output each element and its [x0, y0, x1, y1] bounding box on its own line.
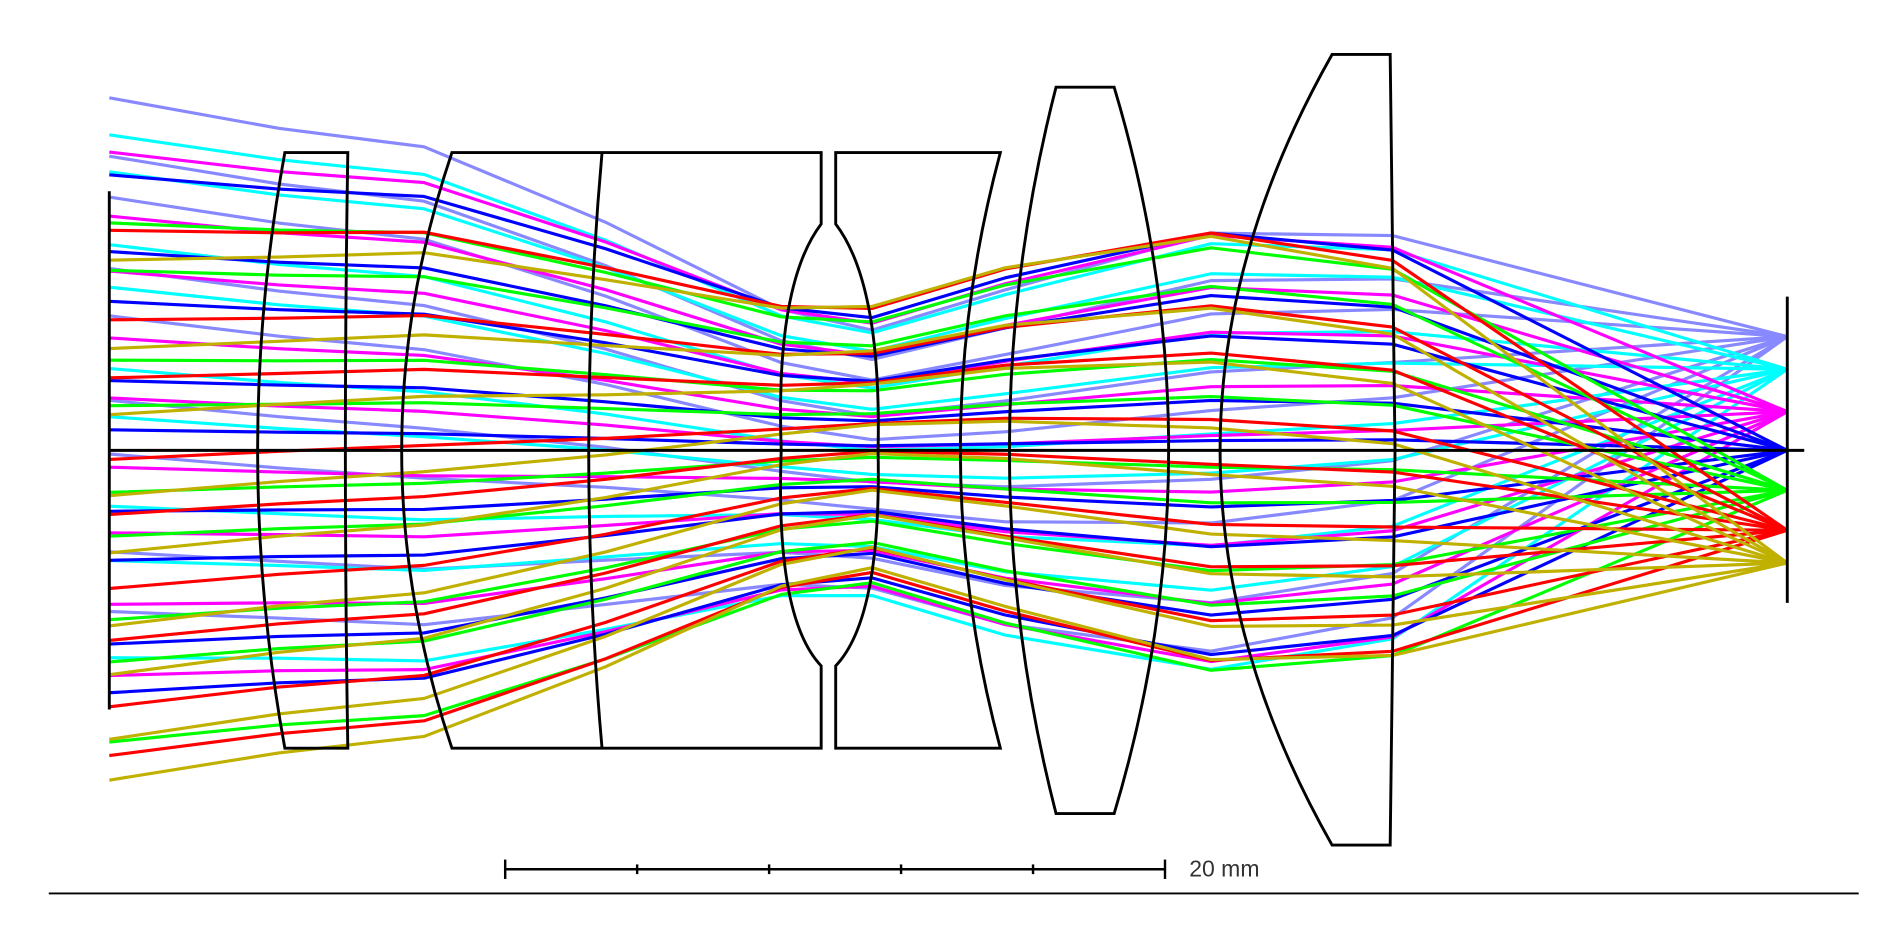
ray — [109, 299, 1788, 452]
ray — [109, 234, 1789, 565]
ray — [109, 335, 1789, 653]
lenses — [107, 53, 1805, 847]
ray — [109, 410, 1788, 494]
ray — [109, 214, 1788, 414]
ray — [109, 266, 1788, 418]
ray — [109, 306, 1789, 565]
ray — [109, 367, 1788, 592]
ray — [109, 360, 1788, 565]
scale-bar — [503, 859, 1167, 879]
ray — [109, 512, 1788, 643]
ray — [109, 395, 1788, 492]
ray — [109, 243, 1788, 390]
lens-5 — [1218, 53, 1397, 847]
ray — [109, 561, 1788, 782]
lens-4 — [1007, 85, 1171, 816]
ray — [109, 488, 1788, 744]
ray — [109, 477, 1788, 538]
ray — [109, 528, 1788, 758]
ray — [109, 416, 1788, 532]
ray — [109, 314, 1788, 442]
ray — [109, 173, 1788, 452]
ray — [109, 428, 1788, 452]
ray — [109, 268, 1788, 492]
ray — [109, 513, 1788, 677]
ray — [109, 488, 1788, 628]
rays — [109, 96, 1789, 782]
ray — [109, 449, 1788, 532]
lens-2 — [400, 151, 823, 750]
ray — [109, 486, 1788, 591]
ray — [109, 351, 1788, 532]
ray — [109, 419, 1788, 565]
lens-3 — [834, 151, 1003, 750]
ray — [109, 545, 1788, 741]
scale-label: 20 mm — [1189, 856, 1259, 882]
ray — [109, 357, 1788, 492]
ray — [109, 451, 1788, 565]
lens-1 — [256, 151, 350, 750]
ray — [109, 367, 1789, 671]
ray — [109, 410, 1788, 606]
ray — [109, 448, 1788, 562]
